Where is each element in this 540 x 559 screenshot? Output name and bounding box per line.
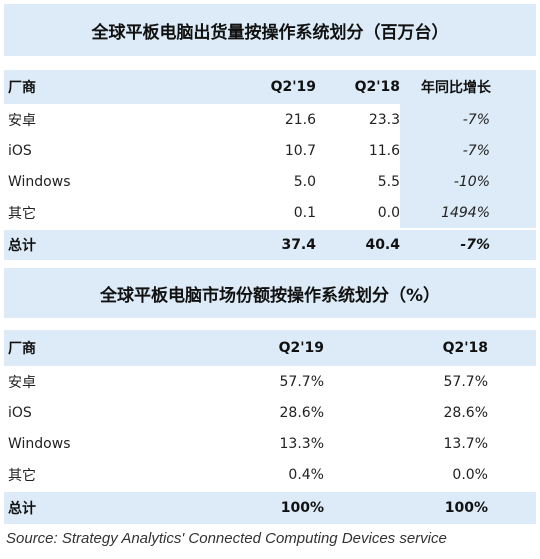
header-yoy: 年同比增长 <box>421 80 491 96</box>
share-title: 全球平板电脑市场份额按操作系统划分（%） <box>4 268 536 318</box>
header-q2-18: Q2'18 <box>442 340 488 356</box>
table-row: 其它 0.4% 0.0% <box>4 459 536 490</box>
row-q2-19: 21.6 <box>284 111 316 128</box>
table-row: Windows 5.0 5.5 -10% <box>4 166 536 197</box>
row-vendor: iOS <box>8 142 32 159</box>
row-yoy: -10% <box>453 173 490 190</box>
header-vendor: 厂商 <box>8 80 36 96</box>
total-q2-18: 40.4 <box>365 237 400 253</box>
row-q2-18: 5.5 <box>377 173 400 190</box>
row-q2-18: 13.7% <box>443 435 488 452</box>
row-q2-19: 57.7% <box>279 373 324 390</box>
row-vendor: Windows <box>8 435 71 452</box>
header-q2-19: Q2'19 <box>278 340 324 356</box>
row-yoy: -7% <box>462 111 490 128</box>
row-vendor: Windows <box>8 173 71 190</box>
row-q2-19: 0.1 <box>293 204 316 221</box>
total-q2-19: 100% <box>280 500 324 516</box>
table-row: 安卓 21.6 23.3 -7% <box>4 104 536 135</box>
table-row: Windows 13.3% 13.7% <box>4 428 536 459</box>
total-row: 总计 100% 100% <box>4 492 536 524</box>
row-yoy: 1494% <box>441 204 490 221</box>
table-row: iOS 10.7 11.6 -7% <box>4 135 536 166</box>
share-table: 全球平板电脑市场份额按操作系统划分（%） 厂商 Q2'19 Q2'18 安卓 5… <box>4 268 536 526</box>
table-row: 安卓 57.7% 57.7% <box>4 366 536 397</box>
total-q2-19: 37.4 <box>281 237 316 253</box>
row-vendor: 安卓 <box>8 112 36 129</box>
total-q2-18: 100% <box>444 500 488 516</box>
yoy-column-fill <box>400 104 536 228</box>
row-vendor: 其它 <box>8 467 36 484</box>
row-q2-18: 0.0% <box>452 466 488 483</box>
total-row: 总计 37.4 40.4 -7% <box>4 230 536 260</box>
row-q2-19: 13.3% <box>279 435 324 452</box>
share-header-row: 厂商 Q2'19 Q2'18 <box>4 330 536 366</box>
row-q2-19: 10.7 <box>284 142 316 159</box>
header-q2-18: Q2'18 <box>354 79 400 95</box>
row-q2-18: 28.6% <box>443 404 488 421</box>
table-row: iOS 28.6% 28.6% <box>4 397 536 428</box>
total-label: 总计 <box>8 501 36 517</box>
shipments-header-row: 厂商 Q2'19 Q2'18 年同比增长 <box>4 70 536 104</box>
row-q2-18: 0.0 <box>377 204 400 221</box>
row-q2-18: 23.3 <box>368 111 400 128</box>
table-row: 其它 0.1 0.0 1494% <box>4 197 536 228</box>
total-yoy: -7% <box>460 237 490 253</box>
row-vendor: 其它 <box>8 205 36 222</box>
row-q2-18: 57.7% <box>443 373 488 390</box>
row-vendor: 安卓 <box>8 374 36 391</box>
shipments-title: 全球平板电脑出货量按操作系统划分（百万台） <box>4 4 536 56</box>
row-q2-19: 5.0 <box>293 173 316 190</box>
total-label: 总计 <box>8 238 36 254</box>
row-q2-19: 0.4% <box>288 466 324 483</box>
row-q2-18: 11.6 <box>368 142 400 159</box>
shipments-table: 全球平板电脑出货量按操作系统划分（百万台） 厂商 Q2'19 Q2'18 年同比… <box>4 4 536 266</box>
row-q2-19: 28.6% <box>279 404 324 421</box>
header-q2-19: Q2'19 <box>270 79 316 95</box>
header-vendor: 厂商 <box>8 341 36 357</box>
row-yoy: -7% <box>462 142 490 159</box>
source-note: Source: Strategy Analytics' Connected Co… <box>6 530 447 547</box>
row-vendor: iOS <box>8 404 32 421</box>
